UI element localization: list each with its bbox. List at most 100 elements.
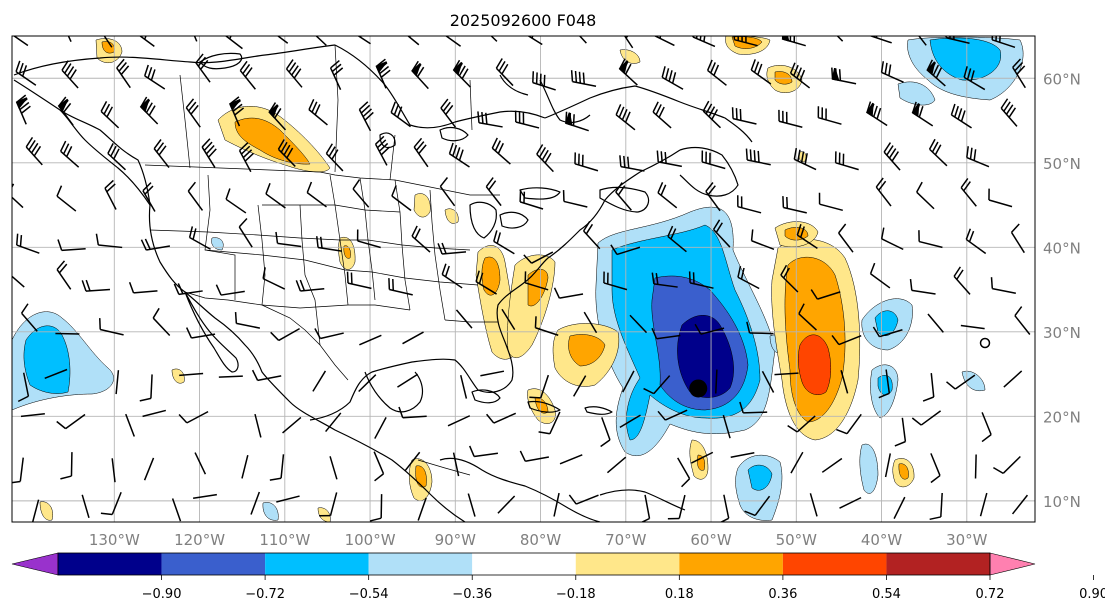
wind-barb: [12, 36, 29, 47]
wind-barb: [325, 412, 342, 433]
wind-barb: [744, 495, 771, 517]
positive-anomaly-region: [568, 334, 606, 367]
wind-barb: [793, 147, 817, 171]
wind-barb: [661, 66, 684, 90]
wind-barb: [574, 152, 599, 172]
wind-barb: [125, 413, 135, 437]
wind-barb: [195, 53, 211, 83]
wind-barb: [187, 181, 204, 211]
wind-barb: [524, 271, 549, 291]
wind-barb: [988, 188, 1013, 208]
negative-anomaly-region: [874, 310, 899, 336]
wind-barb: [107, 143, 127, 171]
lat-tick-label: 30°N: [1043, 324, 1081, 342]
wind-barb: [1010, 223, 1025, 254]
wind-barb: [619, 155, 645, 172]
wind-barb: [667, 494, 686, 520]
wind-barb: [534, 316, 559, 336]
colorbar: −0.90 −0.72 −0.54 −0.36 −0.18 0.18 0.36 0.54 0.7…: [11, 552, 1105, 602]
lon-tick-label: 100°W: [345, 531, 396, 549]
wind-barb: [739, 401, 768, 414]
wind-barb: [606, 456, 627, 474]
wind-barb: [918, 230, 943, 249]
positive-anomaly-region: [39, 501, 53, 521]
wind-barb: [262, 267, 286, 290]
lon-tick-label: 50°W: [776, 531, 818, 549]
wind-barb: [25, 136, 43, 166]
colorbar-tick-label: 0.90: [1079, 587, 1105, 602]
colorbar-tick-label: 0.54: [872, 587, 901, 602]
wind-barb: [490, 36, 498, 42]
wind-barb: [375, 58, 391, 89]
wind-barb: [1012, 58, 1026, 89]
wind-barb: [188, 226, 211, 250]
wind-barb: [705, 182, 721, 212]
wind-barb: [963, 66, 986, 91]
wind-barb: [501, 308, 516, 331]
colorbar-segment: [575, 553, 680, 575]
wind-barb: [750, 229, 775, 251]
wind-barb: [229, 96, 245, 127]
lon-tick-label: 40°W: [861, 531, 903, 549]
wind-barb: [731, 107, 757, 125]
wind-barb: [417, 497, 427, 521]
wind-barb: [553, 492, 560, 517]
wind-barb: [834, 151, 859, 171]
negative-anomaly-region: [877, 375, 893, 396]
negative-anomaly-region: [23, 325, 71, 394]
wind-barb: [116, 58, 131, 89]
negative-anomaly-region: [859, 443, 879, 494]
wind-barb: [413, 137, 429, 168]
wind-barb: [179, 372, 204, 377]
wind-barb: [781, 36, 806, 47]
wind-barb: [930, 453, 941, 484]
lat-tick-label: 50°N: [1043, 155, 1081, 173]
colorbar-segment: [679, 553, 783, 575]
wind-barb: [81, 279, 111, 292]
lat-tick-label: 60°N: [1043, 70, 1081, 88]
wind-barb: [452, 59, 472, 88]
wind-barb: [329, 60, 344, 91]
wind-barb: [694, 323, 725, 335]
positive-anomaly-region: [798, 334, 831, 395]
wind-barb: [346, 271, 372, 290]
wind-barb: [656, 150, 682, 168]
lat-tick-label: 10°N: [1043, 493, 1081, 511]
wind-barb: [201, 138, 217, 168]
wind-barb: [55, 332, 80, 335]
wind-barb: [111, 458, 116, 483]
wind-barb: [787, 415, 816, 433]
wind-barb: [373, 451, 385, 482]
wind-barb: [519, 450, 550, 462]
wind-barb: [946, 374, 976, 390]
wind-barb: [234, 311, 261, 329]
wind-barb: [56, 185, 77, 212]
wind-barb: [467, 493, 476, 517]
wind-barb: [57, 96, 74, 126]
wind-barb: [31, 499, 40, 522]
wind-barb: [838, 223, 854, 253]
wind-barb: [497, 495, 516, 514]
positive-anomaly-region: [317, 507, 331, 522]
wind-barb: [529, 374, 550, 399]
wind-barbs: [12, 36, 1031, 522]
positive-anomaly-region: [171, 368, 185, 384]
wind-barb: [143, 457, 155, 481]
wind-barb: [140, 238, 171, 251]
negative-anomaly-region: [677, 315, 734, 398]
wind-barb: [774, 372, 799, 376]
wind-barb: [538, 411, 561, 435]
positive-anomaly-region: [481, 256, 501, 296]
wind-barb: [319, 492, 338, 517]
wind-barb: [618, 58, 638, 86]
wind-barb: [225, 188, 247, 214]
wind-barb: [486, 412, 517, 424]
wind-barb: [868, 36, 892, 44]
colorbar-tick-label: −0.90: [142, 587, 182, 602]
wind-barb: [250, 491, 261, 515]
negative-anomaly-region: [897, 81, 936, 106]
wind-barb: [514, 110, 540, 129]
wind-barb: [945, 36, 970, 44]
wind-barb: [667, 225, 687, 253]
wind-barb: [215, 284, 245, 296]
